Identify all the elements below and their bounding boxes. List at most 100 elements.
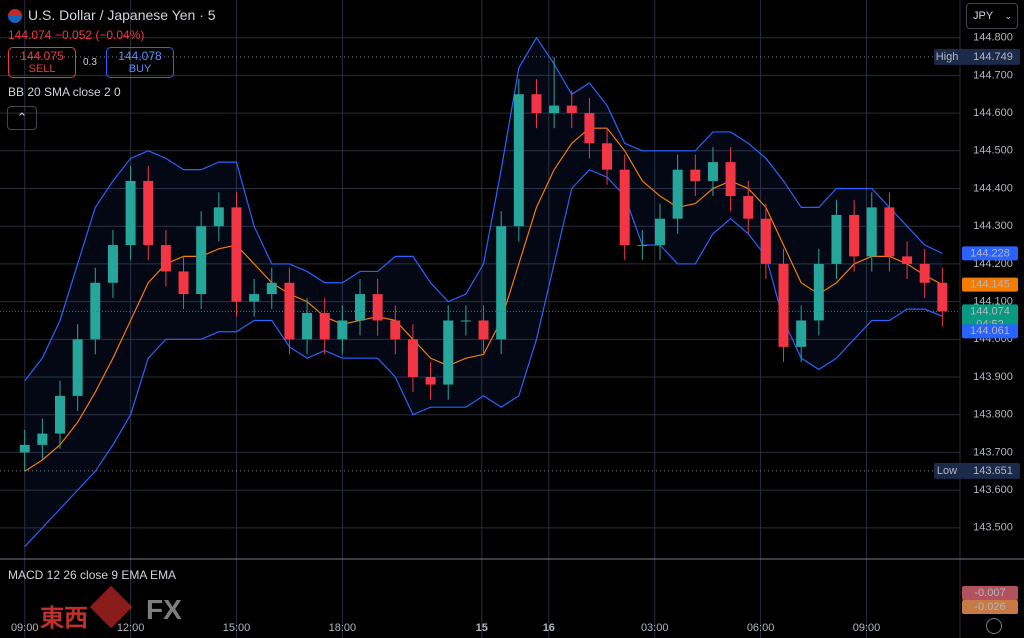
candle-body	[90, 282, 101, 340]
candle-body	[760, 218, 771, 264]
candle-body	[302, 312, 313, 340]
macd-signal-badge	[962, 600, 1018, 614]
indicator-label: BB 20 SMA close 2 0	[8, 85, 121, 99]
x-tick-label: 15	[476, 622, 488, 634]
low-value: 143.651	[973, 465, 1013, 477]
buy-price: 144.078	[118, 49, 162, 63]
buy-button[interactable]: 144.078 BUY	[106, 47, 174, 78]
y-tick-label: 144.700	[973, 69, 1013, 81]
bb-middle-badge	[962, 277, 1018, 292]
candle-body	[72, 339, 83, 396]
currency-label: JPY	[973, 10, 994, 22]
candle-body	[319, 312, 330, 340]
candle-body	[407, 339, 418, 378]
candle-body	[231, 207, 242, 302]
sell-label: SELL	[28, 63, 56, 75]
y-tick-label: 143.900	[973, 371, 1013, 383]
candle-body	[178, 271, 189, 295]
candle-body	[637, 245, 648, 247]
x-tick-label: 16	[543, 622, 555, 634]
sell-price: 144.075	[20, 49, 64, 63]
candle-body	[831, 214, 842, 264]
candle-body	[655, 218, 665, 246]
bb-lower-badge	[962, 324, 1018, 339]
collapse-button[interactable]: ⌃	[7, 106, 37, 130]
candle-body	[531, 94, 542, 114]
candle-body	[884, 207, 895, 257]
x-tick-label: 09:00	[11, 622, 39, 634]
candle-body	[337, 320, 348, 340]
bb-upper-line	[24, 36, 943, 382]
candle-body	[266, 282, 277, 295]
low-label: Low	[937, 465, 957, 477]
candle-body	[443, 320, 454, 385]
candle-body	[496, 226, 507, 340]
watermark-a: 東西	[40, 605, 88, 632]
watermark-b: FX	[146, 594, 182, 625]
buy-label: BUY	[128, 63, 152, 75]
y-tick-label: 143.700	[973, 446, 1013, 458]
candle-body	[672, 169, 683, 219]
bb-middle-value: 144.145	[970, 279, 1010, 291]
candle-body	[813, 263, 824, 321]
y-tick-label: 144.200	[973, 258, 1013, 270]
candle-body	[125, 180, 136, 246]
y-tick-label: 144.800	[973, 32, 1013, 44]
symbol-title: U.S. Dollar / Japanese Yen · 5	[28, 7, 216, 23]
bb-lower-line	[24, 168, 943, 548]
x-tick-label: 09:00	[853, 622, 881, 634]
sell-button[interactable]: 144.075 SELL	[8, 47, 76, 78]
candle-body	[355, 294, 365, 321]
candle-body	[866, 207, 877, 257]
candle-body	[425, 377, 436, 385]
x-tick-label: 06:00	[747, 622, 775, 634]
change: −0.052 (−0.04%)	[55, 28, 145, 42]
candle-body	[284, 282, 295, 340]
spread: 0.3	[83, 57, 97, 68]
candle-body	[743, 196, 754, 219]
quote: 144.074	[8, 28, 52, 42]
candle-body	[549, 105, 560, 114]
candle-body	[513, 94, 524, 227]
candle-body	[919, 263, 930, 283]
high-label: High	[936, 51, 959, 63]
high-badge	[934, 48, 1020, 65]
x-tick-label: 12:00	[117, 622, 145, 634]
macd-value-badge	[962, 586, 1018, 600]
y-tick-label: 144.500	[973, 145, 1013, 157]
candle-body	[372, 294, 383, 321]
candle-body	[107, 245, 118, 283]
x-tick-label: 15:00	[223, 622, 251, 634]
y-tick-label: 143.600	[973, 484, 1013, 496]
bb-upper-value: 144.228	[970, 247, 1010, 259]
candle-body	[690, 169, 701, 181]
candle-body	[602, 143, 613, 170]
candle-body	[478, 320, 489, 340]
y-tick-label: 143.500	[973, 522, 1013, 534]
candle-body	[143, 180, 154, 246]
candle-body	[213, 207, 224, 227]
macd-value-value: -0.007	[974, 587, 1005, 599]
bb-upper-badge	[962, 246, 1018, 261]
candle-body	[249, 294, 260, 302]
y-tick-label: 144.400	[973, 182, 1013, 194]
y-tick-label: 143.800	[973, 409, 1013, 421]
candle-body	[460, 320, 471, 322]
candle-body	[849, 214, 860, 257]
macd-signal-value: -0.026	[974, 601, 1005, 613]
candle-body	[902, 256, 913, 264]
candle-body	[619, 169, 630, 246]
bb-lower-value: 144.061	[970, 325, 1010, 337]
last-price-value: 144.074	[970, 305, 1010, 317]
candle-body	[160, 245, 171, 272]
currency-select[interactable]: JPY ⌄	[966, 3, 1018, 29]
bb-fill	[24, 37, 943, 547]
high-value: 144.749	[973, 51, 1013, 63]
settings-button[interactable]	[986, 618, 1002, 634]
candle-body	[196, 226, 207, 295]
candle-body	[937, 282, 948, 312]
candle-body	[19, 444, 30, 453]
candle-body	[796, 320, 807, 347]
flag-icon	[8, 9, 22, 23]
